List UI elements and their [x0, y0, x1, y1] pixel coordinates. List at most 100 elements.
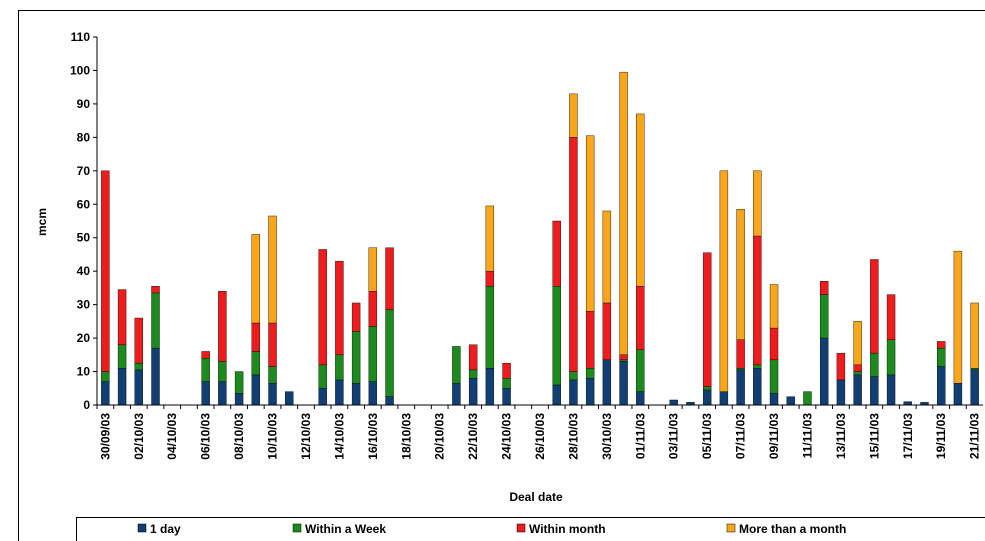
bar-segment — [953, 250, 963, 384]
bar-segment — [585, 311, 595, 369]
x-tick-label: 07/11/03 — [734, 413, 748, 459]
bar-segment — [736, 209, 745, 340]
bar-segment — [619, 71, 628, 356]
y-axis-title: mcm — [35, 208, 49, 236]
bar-segment — [886, 339, 896, 376]
bar-segment — [452, 346, 461, 384]
x-tick-label: 09/11/03 — [767, 413, 781, 459]
x-tick-label: 19/11/03 — [934, 413, 948, 459]
bar-segment — [368, 326, 378, 382]
bar-segment — [151, 292, 160, 349]
bar-segment — [117, 289, 127, 345]
bar-segment — [769, 359, 779, 394]
bar-segment — [736, 369, 745, 406]
bar-segment — [803, 391, 812, 406]
bar-segment — [937, 366, 946, 406]
bar-segment — [251, 374, 261, 406]
bar-segment — [502, 362, 511, 379]
bar-segment — [351, 302, 361, 332]
bar-segment — [285, 391, 294, 406]
bar-segment — [853, 374, 862, 406]
bar-segment — [753, 368, 762, 406]
x-tick-label: 01/11/03 — [633, 413, 647, 459]
bar-segment — [836, 379, 846, 406]
bar-segment — [853, 364, 862, 372]
bar-segment — [502, 388, 511, 406]
bar-segment — [569, 379, 578, 406]
bar-segment — [201, 381, 210, 406]
bar-segment — [636, 349, 645, 392]
bar-segment — [335, 260, 344, 356]
y-tick-label: 0 — [83, 398, 90, 412]
bar-segment — [602, 302, 612, 361]
bar-segment — [585, 378, 595, 406]
bar-segment — [753, 235, 762, 366]
bar-segment — [335, 379, 344, 406]
y-tick-label: 70 — [77, 164, 91, 178]
bar-segment — [736, 339, 745, 369]
bar-segment — [619, 359, 628, 362]
bar-segment — [385, 247, 394, 310]
bar-segment — [702, 389, 712, 406]
x-tick-label: 02/10/03 — [132, 413, 146, 460]
legend-swatch — [292, 523, 302, 533]
bar-segment — [151, 286, 160, 294]
bar-segment — [953, 383, 963, 406]
x-tick-label: 11/11/03 — [800, 413, 814, 459]
bar-segment — [251, 351, 261, 376]
bar-segment — [585, 135, 595, 312]
bar-segment — [886, 374, 896, 406]
bar-segment — [602, 359, 612, 406]
bar-segment — [552, 220, 561, 287]
x-tick-label: 21/11/03 — [968, 413, 982, 459]
bar-segment — [569, 93, 578, 138]
x-tick-label: 24/10/03 — [500, 413, 514, 460]
bar-segment — [485, 286, 495, 369]
bar-segment — [619, 354, 628, 361]
bar-segment — [268, 383, 277, 406]
bar-segment — [669, 399, 678, 406]
x-tick-label: 16/10/03 — [366, 413, 380, 460]
bar-segment — [318, 364, 327, 389]
x-tick-label: 30/10/03 — [600, 413, 614, 460]
legend-swatch — [137, 523, 147, 533]
bar-segment — [769, 393, 779, 406]
bar-segment — [552, 384, 561, 406]
x-tick-label: 26/10/03 — [533, 413, 547, 460]
bar-segment — [602, 210, 612, 304]
bar-segment — [485, 270, 495, 287]
x-tick-label: 03/11/03 — [667, 413, 681, 459]
bar-segment — [251, 322, 261, 352]
bar-segment — [736, 368, 745, 371]
bar-segment — [819, 294, 829, 339]
bar-segment — [218, 381, 227, 406]
legend-swatch — [726, 523, 736, 533]
bar-segment — [569, 371, 578, 381]
bar-segment — [468, 378, 478, 406]
y-tick-label: 50 — [77, 231, 91, 245]
bar-segment — [385, 309, 394, 397]
bar-segment — [101, 170, 110, 372]
legend-label: More than a month — [739, 522, 846, 536]
bar-segment — [870, 376, 879, 406]
bar-segment — [970, 368, 979, 371]
y-tick-label: 90 — [77, 97, 91, 111]
x-tick-label: 10/10/03 — [266, 413, 280, 460]
x-tick-label: 14/10/03 — [332, 413, 346, 460]
x-tick-label: 20/10/03 — [433, 413, 447, 460]
bar-segment — [569, 137, 578, 372]
bar-segment — [351, 331, 361, 384]
bar-segment — [702, 386, 712, 391]
bar-segment — [117, 344, 127, 369]
x-tick-label: 06/10/03 — [199, 413, 213, 460]
bar-segment — [769, 327, 779, 361]
x-tick-label: 28/10/03 — [566, 413, 580, 460]
bar-segment — [468, 344, 478, 371]
bar-segment — [853, 321, 862, 366]
bar-segment — [368, 381, 378, 406]
bar-segment — [234, 371, 244, 394]
bar-segment — [134, 317, 143, 364]
chart-border — [18, 10, 985, 541]
